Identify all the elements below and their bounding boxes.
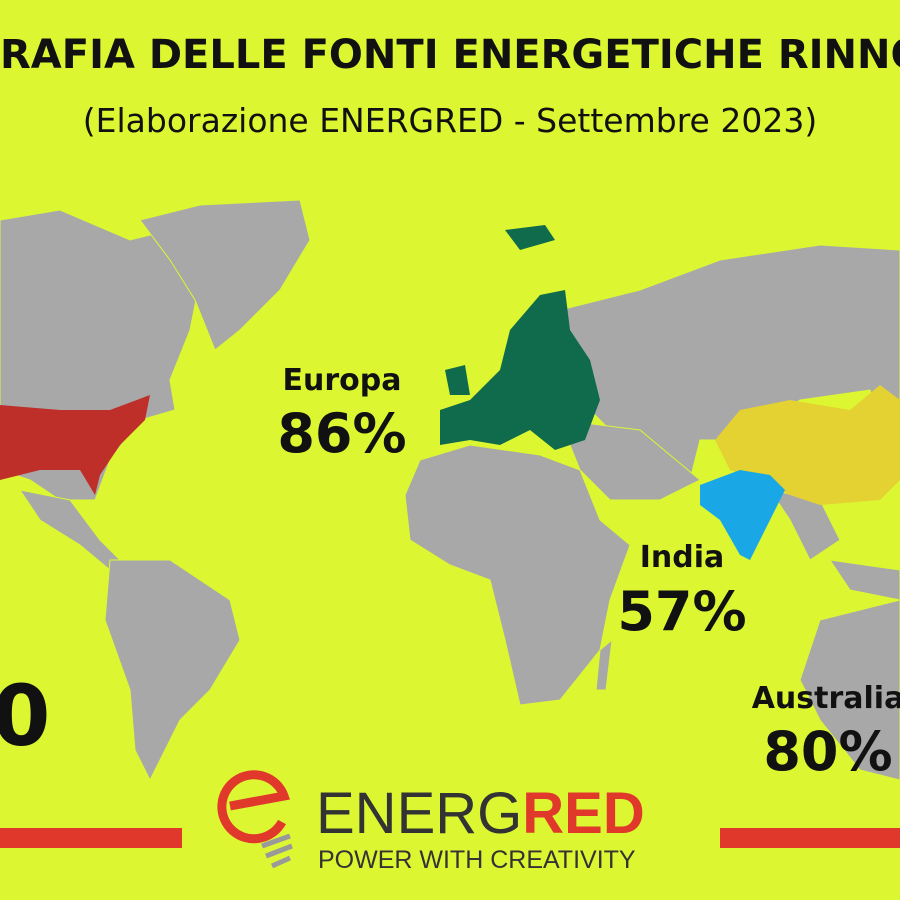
brand: ENERGRED [316,781,645,846]
subtitle: (Elaborazione ENERGRED - Settembre 2023) [83,101,817,140]
africa [404,444,631,706]
brand-second: RED [522,781,644,846]
usa [0,395,150,495]
australia-land [799,599,900,781]
edge-label: 0 [0,667,50,765]
region-share: 86% [277,402,406,465]
brand-first: ENERG [316,781,522,846]
world-map [0,199,900,782]
red-bar [720,828,900,848]
greenland [139,199,311,351]
europe [440,225,600,450]
region-share: 80% [763,720,892,783]
region-name: Australia [752,681,900,716]
south-america [104,559,241,782]
logo-icon [217,770,293,869]
india [700,470,785,560]
middle-east [559,419,701,501]
central-america [18,489,121,571]
title: RAFIA DELLE FONTI ENERGETICHE RINNO [0,32,900,78]
region-name: India [640,540,725,575]
region-share: 57% [617,580,746,643]
red-bar [0,828,182,848]
region-name: Europa [283,363,402,398]
tagline: POWER WITH CREATIVITY [318,846,636,874]
madagascar [595,638,613,691]
southeast-asia [768,489,900,601]
